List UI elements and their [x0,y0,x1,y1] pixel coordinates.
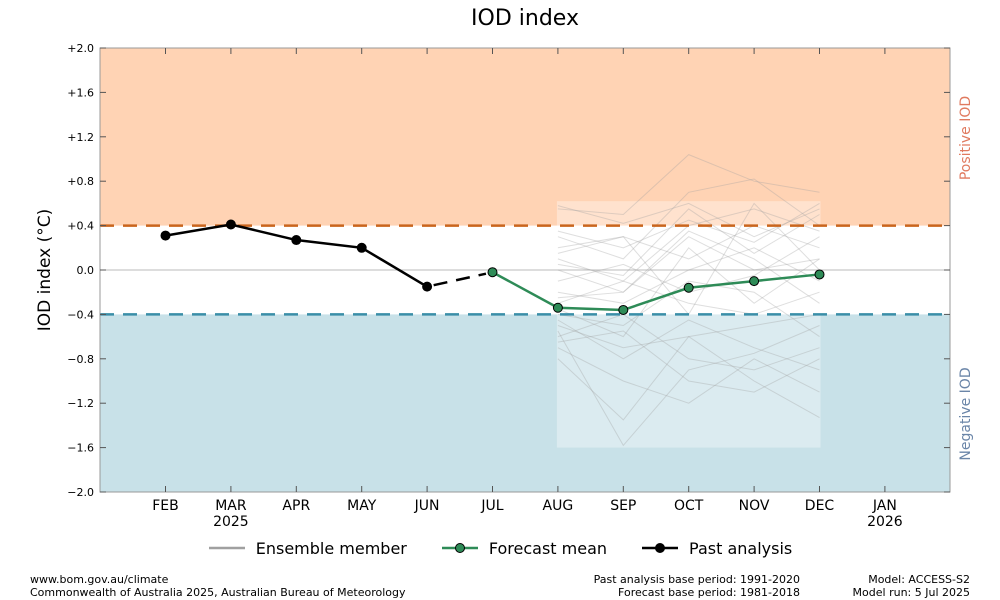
forecast-point-jul [487,267,498,278]
ensemble-member-14 [557,335,820,421]
footer-left: www.bom.gov.au/climate Commonwealth of A… [30,573,405,599]
legend-ensemble: Ensemble member [208,539,407,558]
forecast-point-sep [618,304,629,315]
negative-zone [100,314,950,492]
legend-forecast-label: Forecast mean [488,538,608,558]
ytick-label: +2.0 [67,42,94,55]
legend-past-label: Past analysis [689,538,793,558]
legend-past-swatch [642,543,679,553]
axes: +2.0 +1.6 +1.2 +0.8 +0.4 0.0 −0.4 −0.8 −1.2 −1.6 −… [67,42,951,530]
ensemble-member-1 [557,202,820,238]
ytick-label: −2.0 [67,486,94,499]
legend-forecast-swatch [441,543,478,553]
past-point-jun [422,281,433,292]
xtick-label: JUN [414,498,440,514]
ytick-label: −0.8 [67,353,94,366]
ytick-label: +0.4 [67,220,94,233]
ensemble-member-12 [557,313,820,371]
positive-iod-label: Positive IOD [958,96,974,180]
footer-model-run: Model run: 5 Jul 2025 [852,586,970,599]
xtick-label: JAN [872,498,897,514]
chart-title: IOD index [471,6,579,31]
series-lines [160,219,825,315]
ensemble-member-6 [557,236,820,293]
ytick-label: +1.6 [67,86,94,99]
iod-chart: IOD index +2.0 +1.6 +1.2 +0.8 +0.4 0.0 −0.4 −0.… [35,6,974,530]
legend: Ensemble member Forecast mean Past analy… [0,536,1000,560]
ensemble-member-10 [557,280,820,338]
ytick-label: 0.0 [77,264,95,277]
past-point-mar [225,219,236,230]
ensemble-member-19 [557,319,820,371]
ytick-label: −1.2 [67,397,94,410]
forecast-mean-line [491,271,820,312]
xtick-label: FEB [152,498,179,514]
legend-forecast: Forecast mean [441,539,607,558]
footer-past-base: Past analysis base period: 1991-2020 [593,573,800,586]
ensemble-member-13 [557,347,820,404]
y-axis-label: IOD index (°C) [35,209,55,331]
past-point-may [356,242,367,253]
ytick-label: −1.6 [67,442,94,455]
past-point-apr [291,235,302,246]
ytick-label: +1.2 [67,131,94,144]
forecast-point-nov [749,276,760,287]
footer-forecast-base: Forecast base period: 1981-2018 [618,586,800,599]
year-label: 2026 [867,514,903,530]
ensemble-member-16 [557,247,820,338]
footer-website: www.bom.gov.au/climate [30,573,169,586]
ensemble-member-17 [557,178,820,260]
ensemble-member-9 [557,280,820,315]
forecast-point-oct [683,282,694,293]
xtick-label: JUL [480,498,503,514]
footer-model: Model: ACCESS-S2 Model run: 5 Jul 2025 [820,573,970,599]
ensemble-member-15 [557,325,820,447]
ensemble-member-21 [557,330,820,393]
past-analysis-line [165,223,428,288]
ytick-label: +0.8 [67,175,94,188]
ensemble-member-18 [557,230,820,304]
footer-copyright: Commonwealth of Australia 2025, Australi… [30,586,406,599]
ensemble-member-4 [557,225,820,260]
past-point-feb [160,230,171,241]
xtick-label: MAY [347,498,377,514]
xtick-label: APR [282,498,310,514]
positive-zone [100,48,950,226]
ensemble-members [557,154,820,447]
legend-ensemble-swatch [208,546,245,550]
xtick-label: AUG [543,498,574,514]
footer-base-periods: Past analysis base period: 1991-2020 For… [560,573,800,599]
zones [100,48,950,492]
xtick-label: SEP [610,498,636,514]
past-analysis-interim-line [433,272,487,287]
ensemble-member-11 [557,313,820,349]
negative-iod-label: Negative IOD [958,367,974,460]
ensemble-window [556,201,821,448]
legend-past: Past analysis [641,539,792,558]
xtick-label: DEC [805,498,835,514]
xtick-label: MAR [215,498,247,514]
ytick-label: −0.4 [67,308,94,321]
legend-ensemble-label: Ensemble member [255,538,407,558]
xtick-label: OCT [674,498,704,514]
forecast-point-aug [552,302,563,313]
forecast-point-dec [814,269,825,280]
thresholds [100,224,950,316]
year-label: 2025 [213,514,249,530]
xtick-label: NOV [739,498,770,514]
ensemble-member-8 [557,247,820,304]
footer-model-name: Model: ACCESS-S2 [868,573,970,586]
ensemble-member-2 [557,154,820,216]
ensemble-member-22 [557,208,820,277]
ensemble-member-3 [557,202,820,249]
